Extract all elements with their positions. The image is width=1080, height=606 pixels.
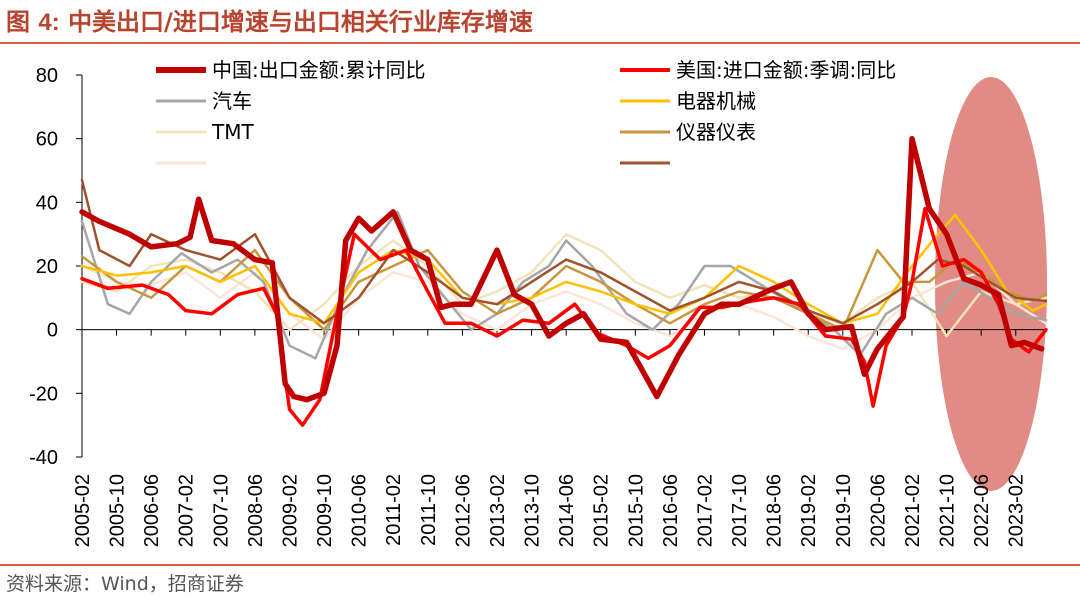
series-line-7 — [80, 264, 1048, 351]
figure-title-text: 中美出口/进口增速与出口相关行业库存增速 — [68, 8, 533, 36]
x-tick-label: 2017-02 — [694, 474, 716, 547]
x-tick-label: 2013-10 — [522, 474, 544, 547]
x-tick-label: 2015-10 — [625, 474, 647, 547]
y-tick-label: 80 — [36, 65, 58, 87]
y-tick-label: -20 — [29, 383, 58, 405]
x-tick-label: 2023-02 — [1006, 474, 1028, 547]
bottom-rule — [0, 564, 1080, 566]
legend-label: 美国:进口金额:季调:同比 — [676, 58, 896, 82]
series-line-6 — [80, 248, 1048, 331]
legend-label: 仪器仪表 — [676, 120, 756, 144]
x-tick-label: 2019-02 — [798, 474, 820, 547]
x-tick-label: 2019-10 — [833, 474, 855, 547]
legend-label: 电器机械 — [676, 89, 756, 113]
series-line-5 — [80, 232, 1048, 338]
x-tick-label: 2006-06 — [141, 474, 163, 547]
figure-number: 4: — [38, 9, 60, 36]
source-note: 资料来源：Wind，招商证券 — [6, 573, 244, 595]
legend-label: 中国:出口金额:累计同比 — [212, 58, 425, 82]
x-tick-label: 2008-06 — [245, 474, 267, 547]
y-tick-label: -40 — [29, 447, 58, 469]
series-layer — [79, 135, 1048, 427]
series-line-3 — [80, 210, 1048, 360]
figure-title: 图 4: 中美出口/进口增速与出口相关行业库存增速 — [6, 4, 533, 40]
x-tick-label: 2012-06 — [452, 474, 474, 547]
x-tick-label: 2010-06 — [349, 474, 371, 547]
x-tick-label: 2016-06 — [660, 474, 682, 547]
x-tick-label: 2017-10 — [729, 474, 751, 547]
legend-label: 汽车 — [212, 89, 252, 113]
x-tick-label: 2005-02 — [72, 474, 94, 547]
axis-layer: 80 60 40 20 0 -20 -40 2005-02 2005-10 2006-06 2007… — [29, 65, 1046, 547]
x-tick-label: 2007-10 — [210, 474, 232, 547]
x-tick-label: 2007-02 — [176, 474, 198, 547]
x-tick-label: 2005-10 — [107, 474, 129, 547]
x-tick-label: 2021-02 — [902, 474, 924, 547]
x-tick-label: 2011-02 — [383, 474, 405, 546]
series-line-1 — [79, 135, 1045, 403]
x-tick-label: 2021-10 — [937, 474, 959, 547]
series-line-4 — [80, 213, 1048, 325]
top-rule — [0, 42, 1080, 44]
line-chart: 80 60 40 20 0 -20 -40 2005-02 2005-10 2006-06 2007… — [29, 58, 1048, 547]
x-tick-label: 2020-06 — [867, 474, 889, 547]
x-tick-label: 2011-10 — [418, 474, 440, 546]
y-tick-label: 60 — [36, 129, 58, 151]
x-tick-label: 2018-06 — [764, 474, 786, 547]
x-tick-label: 2014-06 — [556, 474, 578, 547]
x-tick-label: 2009-10 — [314, 474, 336, 547]
y-tick-label: 20 — [36, 256, 58, 278]
figure-label: 图 — [6, 8, 30, 36]
x-tick-label: 2015-02 — [591, 474, 613, 547]
x-tick-label: 2009-02 — [279, 474, 301, 547]
x-tick-label: 2022-06 — [971, 474, 993, 547]
y-tick-label: 0 — [47, 320, 58, 342]
y-tick-label: 40 — [36, 192, 58, 214]
x-tick-label: 2013-02 — [487, 474, 509, 547]
legend-label: TMT — [211, 120, 254, 144]
